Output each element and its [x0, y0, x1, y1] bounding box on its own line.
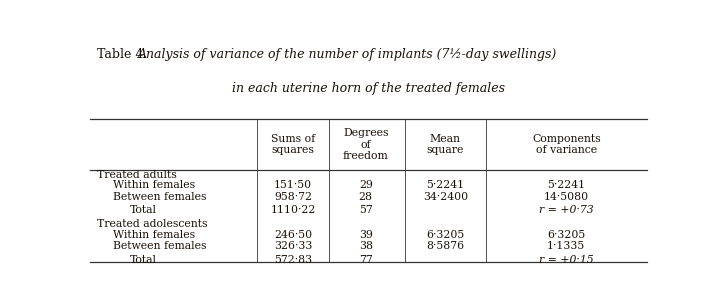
Text: 5·2241: 5·2241 — [426, 180, 464, 190]
Text: in each uterine horn of the treated females: in each uterine horn of the treated fema… — [232, 82, 505, 95]
Text: Analysis of variance of the number of implants (7½-day swellings): Analysis of variance of the number of im… — [138, 47, 558, 61]
Text: 6·3205: 6·3205 — [547, 230, 585, 240]
Text: 1·1335: 1·1335 — [547, 241, 585, 251]
Text: 1110·22: 1110·22 — [270, 206, 316, 215]
Text: Treated adults: Treated adults — [96, 169, 176, 180]
Text: Components
of variance: Components of variance — [532, 134, 600, 155]
Text: 6·3205: 6·3205 — [426, 230, 464, 240]
Text: 246·50: 246·50 — [274, 230, 312, 240]
Text: Between females: Between females — [114, 191, 207, 202]
Text: Degrees
of
freedom: Degrees of freedom — [343, 128, 388, 161]
Text: Total: Total — [130, 255, 157, 265]
Text: 326·33: 326·33 — [274, 241, 313, 251]
Text: Between females: Between females — [114, 241, 207, 251]
Text: 77: 77 — [359, 255, 372, 265]
Text: Within females: Within females — [114, 180, 196, 190]
Text: Total: Total — [130, 206, 157, 215]
Text: 958·72: 958·72 — [274, 191, 312, 202]
Text: 8·5876: 8·5876 — [426, 241, 464, 251]
Text: r = +0·73: r = +0·73 — [539, 206, 594, 215]
Text: r = +0·15: r = +0·15 — [539, 255, 594, 265]
Text: Table 4.: Table 4. — [96, 47, 155, 61]
Text: 572·83: 572·83 — [274, 255, 312, 265]
Text: Mean
square: Mean square — [426, 134, 464, 155]
Text: 57: 57 — [359, 206, 372, 215]
Text: 34·2400: 34·2400 — [423, 191, 468, 202]
Text: 39: 39 — [359, 230, 372, 240]
Text: Within females: Within females — [114, 230, 196, 240]
Text: 28: 28 — [359, 191, 372, 202]
Text: 14·5080: 14·5080 — [544, 191, 589, 202]
Text: Sums of
squares: Sums of squares — [271, 134, 316, 155]
Text: 38: 38 — [359, 241, 372, 251]
Text: 151·50: 151·50 — [274, 180, 312, 190]
Text: 5·2241: 5·2241 — [547, 180, 585, 190]
Text: Treated adolescents: Treated adolescents — [96, 219, 207, 229]
Text: 29: 29 — [359, 180, 372, 190]
